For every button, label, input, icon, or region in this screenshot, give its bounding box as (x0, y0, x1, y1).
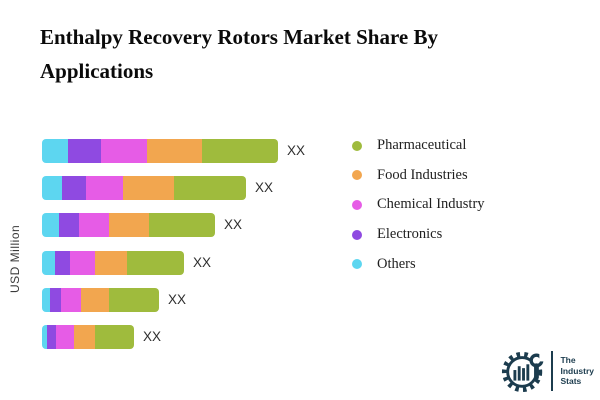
legend-item-electronics: Electronics (352, 220, 485, 250)
bar-value-label: XX (193, 255, 212, 270)
logo-text: The Industry Stats (560, 355, 594, 387)
bar-segment-chemical-industry (61, 288, 81, 312)
bar-segment-chemical-industry (70, 251, 95, 275)
bar-segment-electronics (68, 139, 101, 163)
bar-row (42, 288, 159, 312)
bar-segment-others (42, 251, 55, 275)
bar-segment-electronics (50, 288, 61, 312)
bar-segment-food-industries (147, 139, 202, 163)
bar-segment-electronics (55, 251, 70, 275)
bar-segment-pharmaceutical (127, 251, 184, 275)
bar-segment-pharmaceutical (174, 176, 246, 200)
bar-value-label: XX (224, 217, 243, 232)
legend-label: Others (377, 255, 416, 272)
legend-label: Food Industries (377, 166, 468, 183)
brand-logo: The Industry Stats (501, 348, 594, 394)
legend: Pharmaceutical Food Industries Chemical In… (352, 131, 485, 279)
logo-text-line2: Industry (560, 365, 594, 376)
bar-segment-electronics (62, 176, 86, 200)
y-axis-label: USD Million (8, 224, 22, 294)
legend-label: Pharmaceutical (377, 137, 467, 154)
bar-value-label: XX (255, 180, 274, 195)
logo-text-line3: Stats (560, 376, 582, 387)
legend-item-chemical-industry: Chemical Industry (352, 190, 485, 220)
bar-segment-chemical-industry (86, 176, 123, 200)
bar-segment-pharmaceutical (109, 288, 159, 312)
bar-row (42, 139, 278, 163)
legend-swatch (352, 229, 362, 240)
bar-row (42, 325, 134, 349)
bar-segment-food-industries (81, 288, 109, 312)
chart-title-line2: Applications (40, 59, 154, 83)
bar-segment-others (42, 288, 50, 312)
bar-segment-food-industries (74, 325, 95, 349)
chart-title: Enthalpy Recovery Rotors Market Share By… (40, 20, 530, 88)
legend-item-pharmaceutical: Pharmaceutical (352, 131, 485, 161)
bar-segment-others (42, 139, 68, 163)
bar-segment-chemical-industry (56, 325, 74, 349)
bar-segment-chemical-industry (79, 213, 109, 237)
bar-segment-food-industries (123, 176, 174, 200)
logo-text-line1: The (560, 355, 576, 366)
bar-segment-others (42, 213, 59, 237)
legend-item-food-industries: Food Industries (352, 161, 485, 191)
bar-segment-others (42, 176, 62, 200)
bar-segment-pharmaceutical (149, 213, 215, 237)
bar-value-label: XX (143, 329, 162, 344)
chart-title-line1: Enthalpy Recovery Rotors Market Share By (40, 25, 438, 49)
bar-segment-electronics (59, 213, 79, 237)
bar-segment-food-industries (109, 213, 149, 237)
bar-segment-pharmaceutical (95, 325, 134, 349)
bar-segment-others (42, 325, 47, 349)
bar-segment-pharmaceutical (202, 139, 278, 163)
bar-row (42, 251, 184, 275)
bar-segment-chemical-industry (101, 139, 147, 163)
legend-label: Chemical Industry (377, 196, 485, 213)
logo-divider (551, 351, 554, 391)
bar-segment-electronics (47, 325, 56, 349)
bar-row (42, 176, 246, 200)
bar-value-label: XX (287, 143, 306, 158)
gear-wrench-chart-icon (502, 351, 548, 393)
bar-row (42, 213, 215, 237)
legend-swatch (352, 259, 362, 270)
legend-swatch (352, 199, 362, 210)
bar-value-label: XX (168, 292, 187, 307)
bar-segment-food-industries (95, 251, 127, 275)
legend-label: Electronics (377, 226, 443, 243)
legend-item-others: Others (352, 249, 485, 279)
legend-swatch (352, 170, 362, 181)
legend-swatch (352, 140, 362, 151)
